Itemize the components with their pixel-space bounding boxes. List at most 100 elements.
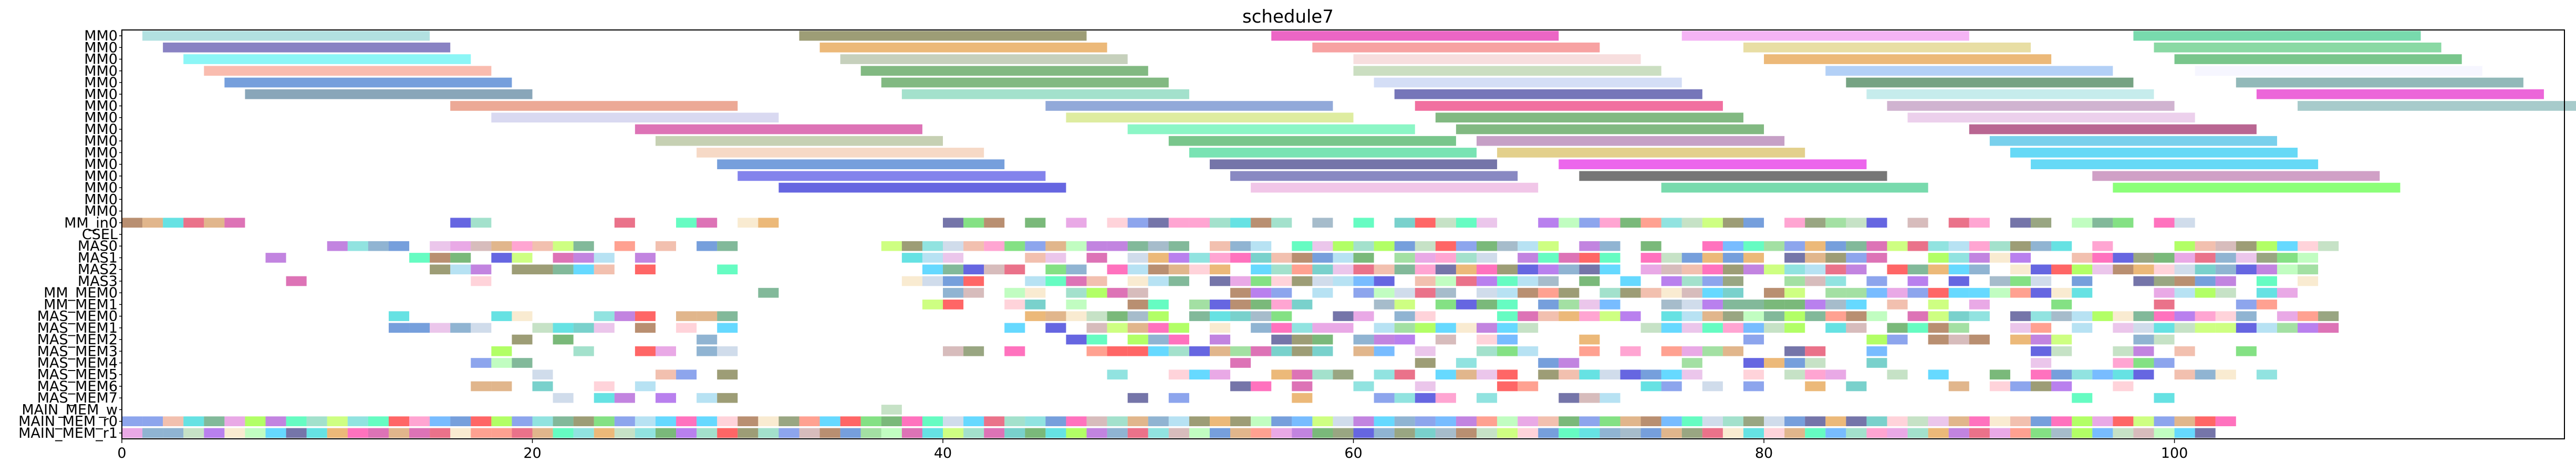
task-box: [573, 253, 594, 263]
task-box: [1784, 428, 1805, 438]
task-box: [1353, 381, 1374, 392]
task-box: [2010, 428, 2031, 438]
task-box: [1825, 218, 1846, 228]
task-box: [1127, 334, 1148, 345]
row-label: MAIN_MEM_r0: [18, 414, 118, 430]
task-box: [2277, 311, 2298, 321]
task-box: [1518, 381, 1539, 392]
row-label: MM0: [84, 110, 118, 126]
task-box: [1127, 287, 1148, 298]
task-box: [1271, 428, 1292, 438]
task-box: [1435, 300, 1456, 310]
task-box: [1107, 264, 1128, 275]
task-box: [1805, 428, 1826, 438]
bar-mm0: [840, 54, 1128, 64]
task-box: [1825, 287, 1846, 298]
task-box: [922, 253, 943, 263]
bar-mm0: [1846, 77, 2134, 88]
task-box: [1579, 311, 1600, 321]
bar-mm0: [1394, 89, 1702, 99]
bar-mm0: [1189, 148, 1477, 158]
task-box: [2072, 218, 2093, 228]
row-label: MAS2: [78, 262, 118, 278]
task-box: [286, 416, 307, 426]
task-box: [2277, 264, 2298, 275]
task-box: [2113, 381, 2134, 392]
task-box: [1292, 300, 1313, 310]
task-box: [1620, 369, 1641, 380]
task-box: [2051, 381, 2072, 392]
task-box: [1230, 381, 1251, 392]
task-box: [922, 241, 943, 251]
task-box: [1168, 323, 1189, 333]
row-label: MM0: [84, 145, 118, 161]
bar-mm0: [142, 30, 430, 41]
bar-mm0: [738, 171, 1046, 181]
task-box: [1846, 300, 1867, 310]
task-box: [1476, 428, 1498, 438]
task-box: [532, 381, 553, 392]
task-box: [2215, 311, 2236, 321]
task-box: [388, 241, 410, 251]
task-box: [1312, 428, 1333, 438]
task-box: [2133, 346, 2154, 356]
task-box: [1353, 334, 1374, 345]
task-box: [471, 416, 492, 426]
task-box: [471, 381, 492, 392]
task-box: [778, 428, 799, 438]
task-box: [573, 323, 594, 333]
x-tick-label: 60: [1344, 445, 1362, 461]
task-box: [1374, 300, 1395, 310]
task-box: [1230, 346, 1251, 356]
task-box: [1764, 416, 1785, 426]
task-box: [471, 358, 492, 368]
row-label: MAS_MEM7: [37, 390, 118, 406]
task-box: [1866, 346, 1887, 356]
task-box: [1435, 323, 1456, 333]
task-box: [1210, 311, 1231, 321]
task-box: [2010, 416, 2031, 426]
task-box: [2215, 276, 2236, 286]
task-box: [1415, 358, 1436, 368]
row-label: MAS3: [78, 273, 118, 290]
task-box: [2298, 311, 2319, 321]
task-box: [2154, 334, 2175, 345]
task-box: [2092, 369, 2113, 380]
task-box: [1497, 300, 1518, 310]
task-box: [1866, 416, 1887, 426]
task-box: [204, 416, 225, 426]
task-box: [1127, 311, 1148, 321]
task-box: [901, 416, 922, 426]
task-box: [1640, 428, 1661, 438]
task-box: [1579, 276, 1600, 286]
task-box: [2133, 276, 2154, 286]
task-box: [1189, 369, 1210, 380]
task-box: [1456, 416, 1477, 426]
task-box: [1004, 241, 1025, 251]
task-box: [1928, 369, 1949, 380]
task-box: [2031, 311, 2052, 321]
task-box: [2154, 218, 2175, 228]
bar-mm0: [901, 89, 1189, 99]
task-box: [1579, 218, 1600, 228]
task-box: [1722, 276, 1743, 286]
task-box: [2215, 416, 2236, 426]
task-box: [1394, 311, 1415, 321]
task-box: [1681, 300, 1702, 310]
task-box: [1271, 264, 1292, 275]
task-box: [491, 381, 512, 392]
task-box: [1681, 264, 1702, 275]
task-box: [1640, 253, 1661, 263]
task-box: [1456, 241, 1477, 251]
task-box: [1394, 334, 1415, 345]
bar-mm0: [1907, 112, 2195, 123]
task-box: [717, 393, 738, 403]
task-box: [1148, 218, 1169, 228]
bar-mm0: [2113, 182, 2401, 193]
task-box: [512, 253, 533, 263]
task-box: [2010, 334, 2031, 345]
task-box: [1989, 287, 2010, 298]
task-box: [1805, 358, 1826, 368]
task-box: [2051, 311, 2072, 321]
task-box: [512, 358, 533, 368]
